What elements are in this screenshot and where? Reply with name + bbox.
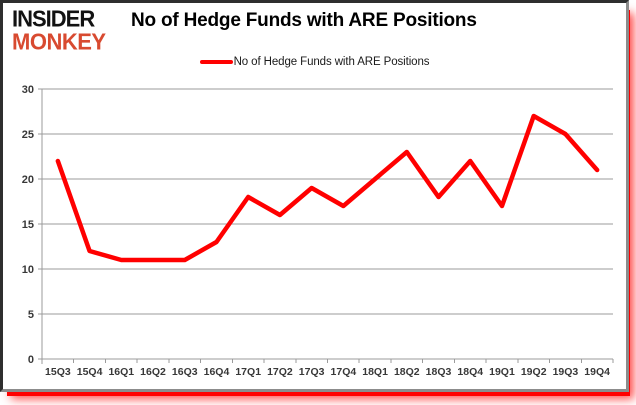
x-tick-label: 19Q2 [521, 366, 547, 378]
logo-text-insider: INSIDER [12, 5, 95, 32]
x-tick-label: 19Q1 [489, 366, 515, 378]
x-tick-label: 15Q3 [45, 366, 71, 378]
x-tick-label: 16Q3 [172, 366, 198, 378]
chart-title: No of Hedge Funds with ARE Positions [131, 10, 477, 31]
data-line-hedge-fund-positions [55, 113, 600, 263]
x-tick-label: 16Q1 [108, 366, 134, 378]
x-tick-label: 17Q1 [235, 366, 261, 378]
x-tick-label: 19Q4 [584, 366, 610, 378]
insider-monkey-logo: INSIDER MONKEY [12, 5, 128, 55]
y-tick-label: 30 [22, 84, 34, 96]
y-tick-label: 0 [28, 354, 34, 366]
y-tick-label: 20 [22, 174, 34, 186]
x-tick-label: 18Q3 [426, 366, 452, 378]
logo-text-monkey: MONKEY [12, 28, 106, 55]
x-tick-label: 16Q2 [140, 366, 166, 378]
chart-card: INSIDER MONKEY No of Hedge Funds with AR… [0, 0, 629, 392]
y-tick-label: 10 [22, 264, 34, 276]
legend: No of Hedge Funds with ARE Positions [3, 56, 626, 68]
y-tick-label: 15 [22, 219, 34, 231]
x-tick-label: 15Q4 [77, 366, 103, 378]
x-tick-label: 17Q2 [267, 366, 293, 378]
x-tick-label: 18Q2 [394, 366, 420, 378]
x-tick-label: 18Q4 [457, 366, 483, 378]
x-tick-label: 16Q4 [204, 366, 230, 378]
legend-label: No of Hedge Funds with ARE Positions [233, 56, 430, 68]
y-tick-label: 25 [22, 129, 34, 141]
x-tick-label: 19Q3 [553, 366, 579, 378]
x-tick-label: 17Q4 [331, 366, 357, 378]
y-tick-label: 5 [28, 309, 34, 321]
x-tick-label: 18Q1 [362, 366, 388, 378]
x-tick-label: 17Q3 [299, 366, 325, 378]
legend-line-swatch [199, 60, 233, 64]
line-chart: 0 5 10 15 20 25 30 15Q3 15Q4 16Q1 16Q2 16Q3 16Q4 17Q1… [22, 84, 614, 378]
